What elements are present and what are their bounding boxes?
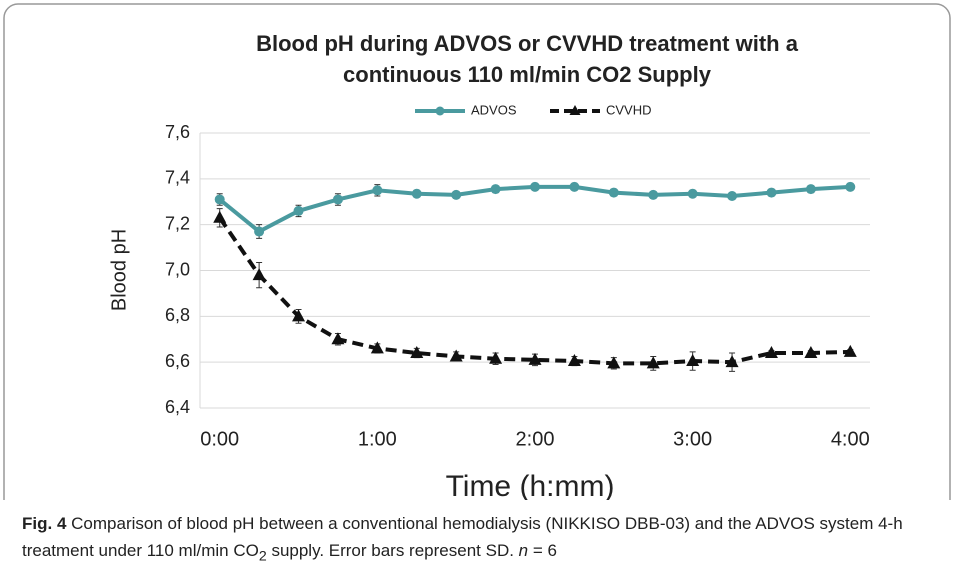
caption: Fig. 4 Comparison of blood pH between a … xyxy=(22,510,937,570)
x-tick-label: 2:00 xyxy=(516,428,555,450)
point xyxy=(490,184,501,195)
series-line xyxy=(218,216,851,366)
y-tick-label: 6,4 xyxy=(165,397,190,417)
point xyxy=(213,210,227,223)
y-tick-label: 7,4 xyxy=(165,168,190,188)
point xyxy=(331,332,345,345)
point xyxy=(607,356,621,369)
point xyxy=(845,181,856,192)
y-tick-label: 6,8 xyxy=(165,305,190,325)
point xyxy=(372,185,383,196)
caption-subscript: 2 xyxy=(258,548,267,565)
x-tick-label: 4:00 xyxy=(831,428,870,450)
point xyxy=(451,189,462,200)
point xyxy=(252,268,266,281)
legend-label: ADVOS xyxy=(471,102,517,117)
x-axis-title: Time (h:mm) xyxy=(446,470,615,500)
legend-label: CVVHD xyxy=(606,102,652,117)
caption-n: n xyxy=(518,541,529,560)
chart-title: Blood pH during ADVOS or CVVHD treatment… xyxy=(256,31,799,56)
caption-label: Fig. 4 xyxy=(22,514,67,533)
caption-text: = 6 xyxy=(528,541,557,560)
point xyxy=(805,184,816,195)
y-tick-label: 7,2 xyxy=(165,213,190,233)
y-tick-label: 6,6 xyxy=(165,351,190,371)
caption-text: supply. Error bars represent SD. xyxy=(266,541,519,560)
point xyxy=(410,346,424,358)
y-tick-label: 7,6 xyxy=(165,122,190,142)
point xyxy=(411,188,422,199)
x-tick-label: 1:00 xyxy=(358,428,397,450)
point xyxy=(648,189,659,200)
chart: Blood pH during ADVOS or CVVHD treatment… xyxy=(3,3,951,500)
point xyxy=(254,226,265,237)
point xyxy=(725,355,739,368)
point xyxy=(449,349,463,362)
point xyxy=(686,354,700,367)
point xyxy=(332,194,343,205)
point xyxy=(569,181,580,192)
legend-marker xyxy=(569,105,581,115)
point xyxy=(766,187,777,198)
point xyxy=(764,346,778,358)
point xyxy=(530,181,540,192)
y-axis-title: Blood pH xyxy=(108,229,130,311)
point xyxy=(646,356,660,369)
y-tick-label: 7,0 xyxy=(165,259,190,279)
point xyxy=(214,194,225,205)
x-tick-label: 0:00 xyxy=(200,428,239,450)
figure-border xyxy=(3,3,951,500)
point xyxy=(843,344,857,357)
point xyxy=(727,191,738,202)
point xyxy=(293,205,304,216)
point xyxy=(608,187,619,198)
point xyxy=(370,341,384,354)
caption-text: Comparison of blood pH between a convent… xyxy=(22,514,903,560)
point xyxy=(687,188,698,199)
point xyxy=(567,354,581,367)
point xyxy=(292,309,306,322)
legend-marker xyxy=(435,106,445,116)
point xyxy=(804,346,818,358)
x-tick-label: 3:00 xyxy=(673,428,712,450)
point xyxy=(489,351,503,364)
chart-title: continuous 110 ml/min CO2 Supply xyxy=(343,62,712,87)
point xyxy=(528,352,542,365)
